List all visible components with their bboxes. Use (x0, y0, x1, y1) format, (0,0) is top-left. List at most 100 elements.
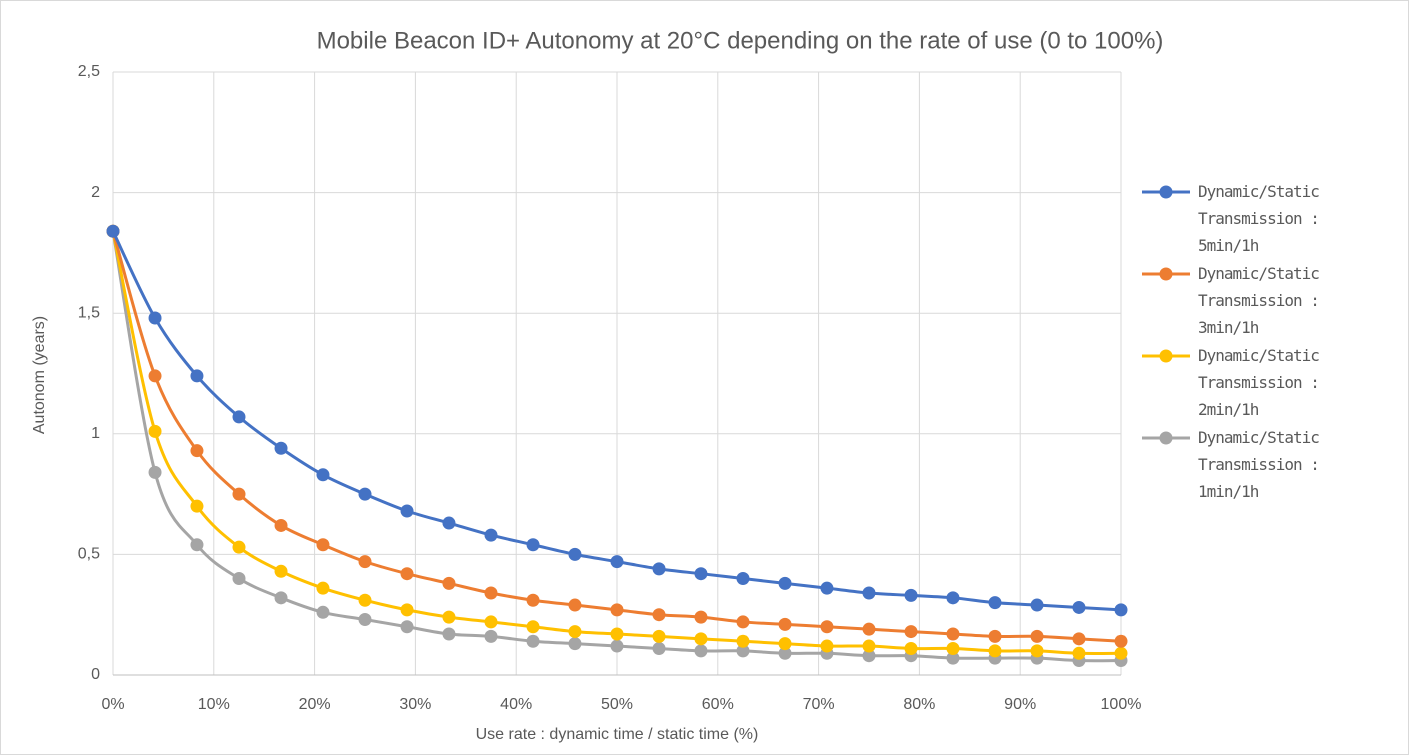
data-point (694, 644, 708, 658)
data-point (400, 567, 414, 581)
data-point (526, 593, 540, 607)
data-point (988, 596, 1002, 610)
x-tick-label: 20% (299, 696, 331, 713)
data-point (862, 649, 876, 663)
y-tick-label: 2,5 (78, 63, 100, 80)
data-point (526, 620, 540, 634)
y-tick-label: 1 (91, 425, 100, 442)
data-point (1072, 632, 1086, 646)
data-point (652, 562, 666, 576)
data-point (568, 625, 582, 639)
legend-label: Dynamic/Static Transmission : 5min/1h (1198, 182, 1320, 255)
data-point (484, 629, 498, 643)
data-point (862, 639, 876, 653)
data-point (148, 424, 162, 438)
data-point (778, 617, 792, 631)
data-point (316, 468, 330, 482)
data-point (1114, 603, 1128, 617)
data-point (904, 625, 918, 639)
data-point (988, 629, 1002, 643)
x-tick-label: 50% (601, 696, 633, 713)
data-point (652, 608, 666, 622)
data-point (526, 538, 540, 552)
data-point (400, 603, 414, 617)
data-point (904, 641, 918, 655)
data-point (358, 555, 372, 569)
data-point (106, 224, 120, 238)
data-point (316, 605, 330, 619)
data-point (988, 644, 1002, 658)
x-tick-label: 0% (101, 696, 124, 713)
data-point (148, 311, 162, 325)
data-point (190, 499, 204, 513)
data-point (358, 487, 372, 501)
x-tick-label: 70% (803, 696, 835, 713)
legend-label: Dynamic/Static Transmission : 2min/1h (1198, 346, 1320, 419)
x-tick-label: 40% (500, 696, 532, 713)
y-tick-label: 0,5 (78, 546, 100, 563)
data-point (610, 639, 624, 653)
data-point (652, 641, 666, 655)
data-point (442, 627, 456, 641)
data-point (190, 369, 204, 383)
data-point (946, 627, 960, 641)
legend-marker (1159, 267, 1173, 281)
legend-marker (1159, 349, 1173, 363)
data-point (232, 410, 246, 424)
x-tick-label: 90% (1004, 696, 1036, 713)
data-point (946, 651, 960, 665)
data-point (778, 646, 792, 660)
legend-label: Dynamic/Static Transmission : 3min/1h (1198, 264, 1320, 337)
data-point (610, 603, 624, 617)
data-point (694, 567, 708, 581)
y-axis-label: Autonom (years) (31, 316, 48, 434)
data-point (274, 564, 288, 578)
data-point (484, 615, 498, 629)
data-point (1030, 629, 1044, 643)
data-point (778, 637, 792, 651)
data-point (862, 586, 876, 600)
data-point (274, 591, 288, 605)
x-tick-label: 80% (903, 696, 935, 713)
data-point (190, 538, 204, 552)
data-point (820, 581, 834, 595)
data-point (442, 576, 456, 590)
y-tick-label: 1,5 (78, 304, 100, 321)
data-point (274, 441, 288, 455)
data-point (1030, 644, 1044, 658)
legend-marker (1159, 185, 1173, 199)
data-point (736, 572, 750, 586)
data-point (1114, 646, 1128, 660)
data-point (820, 620, 834, 634)
x-tick-label: 100% (1101, 696, 1142, 713)
data-point (568, 637, 582, 651)
x-tick-label: 10% (198, 696, 230, 713)
data-point (442, 516, 456, 530)
data-point (358, 613, 372, 627)
data-point (190, 444, 204, 458)
x-tick-label: 60% (702, 696, 734, 713)
data-point (316, 581, 330, 595)
data-point (568, 547, 582, 561)
data-point (568, 598, 582, 612)
legend-label: Dynamic/Static Transmission : 1min/1h (1198, 428, 1320, 501)
data-point (610, 555, 624, 569)
data-point (148, 369, 162, 383)
data-point (442, 610, 456, 624)
data-point (778, 576, 792, 590)
data-point (232, 540, 246, 554)
data-point (400, 620, 414, 634)
data-point (946, 591, 960, 605)
data-point (652, 629, 666, 643)
data-point (610, 627, 624, 641)
data-point (358, 593, 372, 607)
data-point (1072, 600, 1086, 614)
x-tick-label: 30% (399, 696, 431, 713)
data-point (484, 528, 498, 542)
data-point (904, 588, 918, 602)
data-point (736, 634, 750, 648)
data-point (316, 538, 330, 552)
data-point (1030, 598, 1044, 612)
data-point (736, 615, 750, 629)
